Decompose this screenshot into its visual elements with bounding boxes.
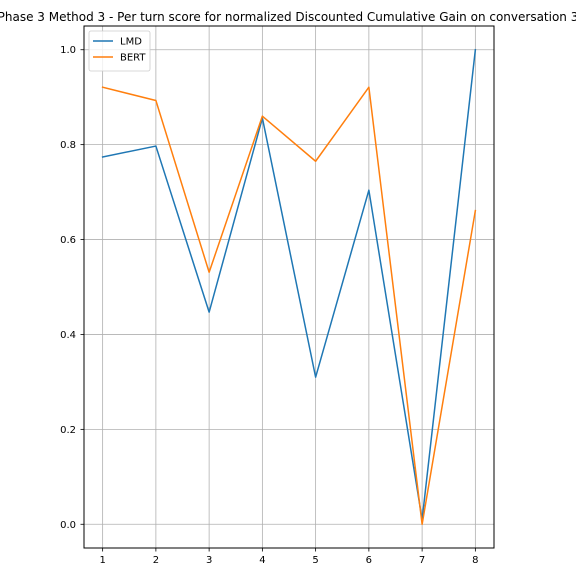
chart-title: Phase 3 Method 3 - Per turn score for no… [0,10,576,24]
x-tick-label: 4 [259,555,265,566]
x-tick-label: 6 [366,555,372,566]
x-tick-label: 1 [99,555,105,566]
x-tick-label: 8 [472,555,478,566]
x-tick-label: 5 [312,555,318,566]
grid-lines [84,26,494,548]
y-tick-label: 1.0 [60,45,76,56]
y-tick-label: 0.6 [60,235,76,246]
legend-label-bert: BERT [120,53,146,64]
y-axis-ticks: 0.0 0.2 0.4 0.6 0.8 1.0 [60,45,84,531]
plot-area-frame [83,25,495,549]
y-tick-label: 0.8 [60,140,76,151]
y-tick-label: 0.4 [60,330,76,341]
legend: LMD BERT [88,30,151,72]
x-axis-ticks: 1 2 3 4 5 6 7 8 [99,548,479,566]
x-tick-label: 3 [206,555,212,566]
legend-label-lmd: LMD [120,37,142,48]
series-lines [101,48,477,526]
x-tick-label: 2 [153,555,159,566]
series-line-bert [101,86,477,526]
y-tick-label: 0.2 [60,425,76,436]
series-line-lmd [101,48,477,521]
y-tick-label: 0.0 [60,520,76,531]
x-tick-label: 7 [419,555,425,566]
